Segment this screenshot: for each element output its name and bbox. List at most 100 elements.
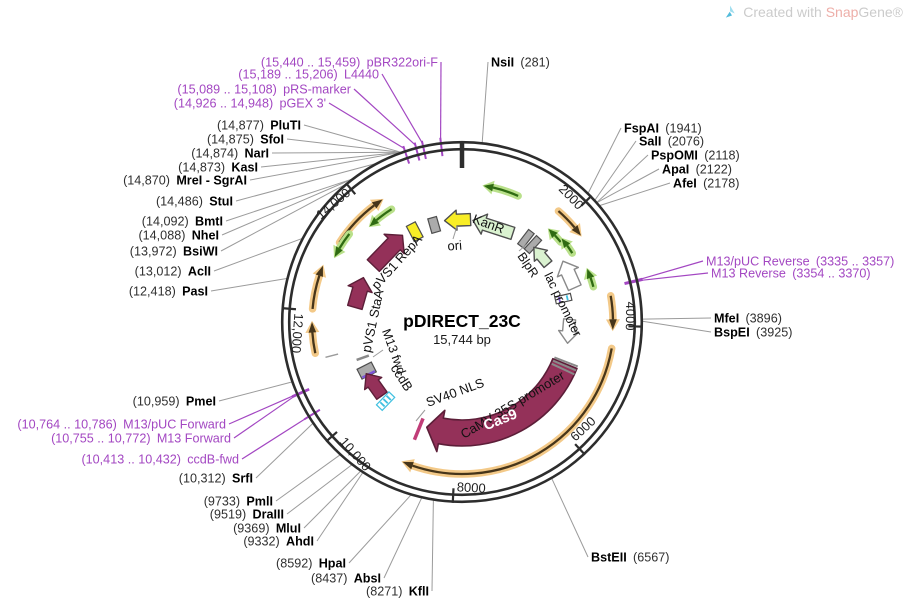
site-line-AhdI — [316, 472, 364, 542]
orange-arc-5-core-head — [371, 199, 383, 209]
feature-cas9-arrow — [425, 357, 578, 453]
primer-ring-tick-M13/pUC Reverse — [624, 277, 643, 285]
site-label-AclI: (13,012) AclI — [135, 264, 211, 278]
site-line-BsiWI — [220, 184, 345, 252]
green-arc-1-core — [492, 186, 519, 197]
site-line-PmeI — [218, 381, 292, 402]
site-callout-NsiI — [481, 61, 489, 143]
site-callout-AclI — [213, 238, 303, 272]
feature-cyan-striped-box — [375, 391, 396, 412]
site-label-ccdB-fwd: (10,413 .. 10,432) ccdB-fwd — [81, 452, 239, 466]
ccdb-arrow-shape — [363, 373, 388, 401]
site-label-MfeI: MfeI (3896) — [714, 311, 782, 325]
green-arc-3-core-head — [561, 238, 571, 248]
site-callout-ApaI — [596, 168, 660, 203]
site-callout-FspAI — [587, 127, 622, 194]
feature-kanr-arrow — [472, 213, 516, 241]
site-line-ApaI — [596, 168, 660, 203]
site-callout-PspOMI — [596, 154, 649, 203]
orange-arc-2-core-head — [609, 319, 617, 330]
kanr-arrow-shape — [472, 213, 516, 241]
site-callout-pGEX 3' — [328, 102, 411, 164]
orange-arc-1-core-head — [571, 225, 581, 236]
feature-green-arc-2 — [547, 228, 565, 246]
orange-arc-3-core-head — [308, 322, 317, 333]
feature-leader-line-0 — [452, 225, 458, 240]
site-line-AclI — [213, 238, 303, 272]
cyan-striped-box-stripe-1 — [382, 398, 389, 404]
site-label-pGEX 3': (14,926 .. 14,948) pGEX 3' — [174, 96, 326, 110]
multicolor-box-stripe-purple — [557, 296, 561, 303]
site-line-MluI — [303, 470, 361, 529]
site-label-ApaI: ApaI (2122) — [662, 162, 732, 176]
feature-ori-arrow — [443, 209, 472, 231]
primer-ring-tick-pRS-marker — [413, 142, 421, 161]
feature-green-arc-6 — [368, 205, 396, 228]
site-label-MluI: (9369) MluI — [233, 521, 301, 535]
site-callout-PmeI — [218, 381, 292, 402]
site-line-pGEX 3' — [328, 102, 405, 149]
feature-leader-line-2 — [372, 349, 384, 358]
site-callout-PmlI — [275, 454, 341, 502]
scale-tick-mark-2000 — [580, 194, 593, 207]
snapgene-spark-icon — [726, 4, 735, 18]
site-callout-M13 Reverse — [624, 272, 709, 286]
site-callout-ccdB-fwd — [241, 408, 321, 460]
site-line-NsiI — [481, 61, 489, 143]
site-line-L4440 — [381, 73, 423, 144]
site-label-pBR322ori-F: (15,440 .. 15,459) pBR322ori-F — [261, 55, 438, 69]
scale-tick-4000: 4000 — [623, 301, 643, 331]
site-line-KasI — [260, 151, 401, 168]
site-label-BsiWI: (13,972) BsiWI — [130, 244, 218, 258]
blpr-box-b-rect — [523, 234, 543, 255]
watermark: Created with SnapGene® — [723, 4, 903, 20]
site-label-PluTI: (14,877) PluTI — [217, 118, 301, 132]
watermark-brand-gray: Gene® — [858, 4, 903, 20]
scale-tick-mark-12,000 — [281, 307, 297, 311]
orange-arc-3-core — [311, 332, 317, 354]
primer-ring-tick-pBR322ori-F — [439, 137, 444, 157]
site-label-DraIII: (9519) DraIII — [210, 507, 284, 521]
scale-tick-2000: 2000 — [556, 181, 593, 212]
site-label-SrfI: (10,312) SrfI — [179, 471, 253, 485]
site-label-AfeI: AfeI (2178) — [673, 176, 740, 190]
site-callout-AfeI — [599, 182, 671, 206]
multicolor-box-stripe-cyan — [565, 295, 569, 301]
site-line-AfeI — [599, 182, 671, 206]
site-label-pRS-marker: (15,089 .. 15,108) pRS-marker — [177, 82, 351, 96]
plasmid-title: pDIRECT_23C — [403, 311, 521, 331]
orange-arc-4-core-head — [315, 265, 323, 277]
pvs1-repa-arrow-shape — [366, 233, 405, 273]
green-arc-2-core — [554, 234, 562, 243]
site-line-KflI — [431, 500, 434, 592]
site-line-SalI — [594, 140, 637, 201]
orange-arc-2-core — [609, 295, 615, 320]
feature-pvs1-staa-arrow — [346, 276, 373, 311]
site-callout-NheI — [221, 179, 352, 236]
site-callout-StuI — [235, 163, 376, 202]
site-callout-MluI — [303, 470, 361, 529]
site-line-NarI — [271, 151, 401, 154]
site-callout-SrfI — [255, 423, 314, 479]
orange-arc-4-core — [311, 275, 321, 310]
site-line-SrfI — [255, 423, 314, 479]
feature-green-arc-4 — [583, 267, 598, 291]
site-label-M13/pUC Reverse: M13/pUC Reverse (3335 .. 3357) — [706, 254, 894, 268]
scale-tick-12,000: 12,000 — [281, 307, 306, 354]
site-label-PasI: (12,418) PasI — [129, 284, 208, 298]
site-line-FspAI — [587, 127, 622, 194]
feature-leader-line-3 — [518, 243, 528, 252]
site-line-M13 Reverse — [640, 272, 709, 282]
feature-orange-arc-2 — [605, 292, 620, 332]
watermark-prefix: Created with — [743, 4, 826, 20]
orange-arc-main-core — [412, 348, 613, 476]
site-callout-BsiWI — [220, 184, 345, 252]
green-arc-3-core — [566, 244, 574, 254]
site-label-PmlI: (9733) PmlI — [204, 494, 273, 508]
site-line-BmtI — [225, 178, 352, 222]
site-callout-HpaI — [348, 494, 412, 564]
feature-yellow-box — [405, 220, 424, 243]
site-label-AhdI: (9332) AhdI — [243, 534, 314, 548]
